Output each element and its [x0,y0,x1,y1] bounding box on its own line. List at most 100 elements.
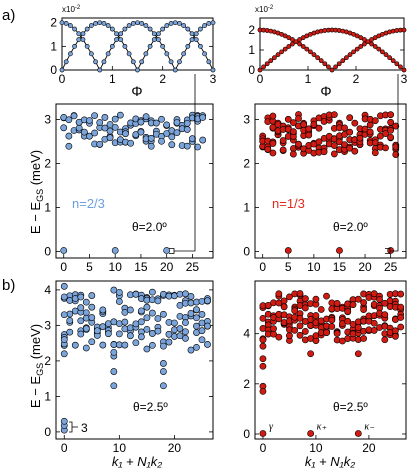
spectrum-ytick-label: 3 [44,318,51,332]
spectrum-point [60,124,68,132]
inset-point [135,67,140,73]
legend-marker [307,430,315,437]
spectrum-point [60,282,68,290]
spectrum-point [121,341,129,349]
spectrum-point [101,124,109,132]
inset-point [164,51,170,57]
spectrum-point [328,323,336,330]
spectrum-point [60,293,68,301]
spectrum-point [65,132,73,140]
inset-point [390,58,396,64]
spectrum-point [80,128,88,136]
spectrum-ytick-label: 1 [44,389,51,403]
spectrum-point [77,330,85,338]
inset-point [105,51,111,57]
spectrum-point [360,299,368,306]
spectrum-point [366,128,374,136]
spectrum-point [158,137,165,145]
spectrum-point [106,134,114,142]
spectrum-ytick-label: 4 [44,283,51,297]
spectrum-point [176,325,184,332]
legend-label: γ [269,421,274,432]
spectrum-point [163,247,171,254]
spectrum-point [289,119,297,127]
inset-point [59,20,65,26]
spectrum-point [110,348,118,356]
inset-xtick-label: 3 [401,72,408,86]
spectrum-b-left: 0 10 20 0 1 2 3 4 3 θ=2.5º k₁ + N₁k₂ [44,280,214,469]
spectrum-ytick-label: 2 [243,156,250,170]
spectrum-point [183,126,191,133]
inset-point [88,23,94,28]
spectrum-point [312,312,320,319]
spectrum-point [143,345,151,353]
spectrum-point [86,117,93,124]
spectrum-point [286,293,293,301]
spectrum-point [301,328,309,335]
spectrum-point [110,368,118,375]
inset-point [271,55,277,61]
spectrum-point [346,144,354,152]
inset-point [172,20,178,26]
spectrum-point [296,331,304,339]
spectrum-point [60,350,68,358]
inset-point [322,61,328,67]
spectrum-point [65,116,73,124]
spectrum-point [99,341,107,349]
spectrum-point [279,137,287,144]
spectrum-xtick-label: 10 [113,441,127,455]
inset-point [84,43,90,49]
spectrum-ytick-label: 3 [44,112,51,126]
spectrum-point [330,142,338,149]
inset-point [289,37,295,42]
inset-point [354,46,360,52]
spectrum-point [171,326,178,334]
spectrum-point [121,318,129,326]
inset-point [300,44,306,49]
inset-a-right: x10-2 0 1 2 3 0 1 2 Φ [248,5,407,99]
spectrum-point [183,119,191,127]
inset-point [109,43,115,49]
spectrum-point [284,247,292,254]
spectrum-point [354,350,362,358]
spectrum-point [149,288,156,296]
inset-point [181,51,187,57]
spectrum-point [137,128,145,136]
inset-point [333,64,338,70]
spectrum-point [132,339,140,347]
legend-marker [259,430,267,437]
spectrum-point [176,332,184,340]
inset-point [193,31,199,37]
inset-point [143,51,149,57]
spectrum-point [317,306,325,313]
spectrum-point [60,336,68,343]
spectrum-point [387,126,395,134]
spectrum-point [160,310,167,318]
spectrum-point [160,360,167,367]
spectrum-point [126,332,134,340]
inset-point [76,37,82,43]
spectrum-b-right-frame [254,280,407,440]
spectrum-point [328,316,336,324]
spectrum-point [382,130,389,137]
angle-label-a-right: θ=2.0º [333,220,368,234]
connector-a-right [390,74,399,252]
spectrum-point [99,306,107,314]
spectrum-xtick-label: 10 [307,260,321,274]
inset-point [351,49,356,55]
spectrum-point [330,150,338,158]
spectrum-point [280,303,288,311]
spectrum-point [351,119,359,127]
inset-point [401,27,407,33]
spectrum-point [346,128,354,136]
spectrum-point [284,115,292,123]
spectrum-point [65,142,73,150]
y-axis-label-b: E − EGS (meV) [28,324,45,408]
spectrum-point [275,333,283,341]
inset-point [206,59,212,65]
inset-point [318,58,324,64]
spectrum-point [104,330,112,338]
inset-point [160,26,166,32]
y-axis-label-a: E − EGS (meV) [28,150,45,234]
inset-point [63,59,69,65]
